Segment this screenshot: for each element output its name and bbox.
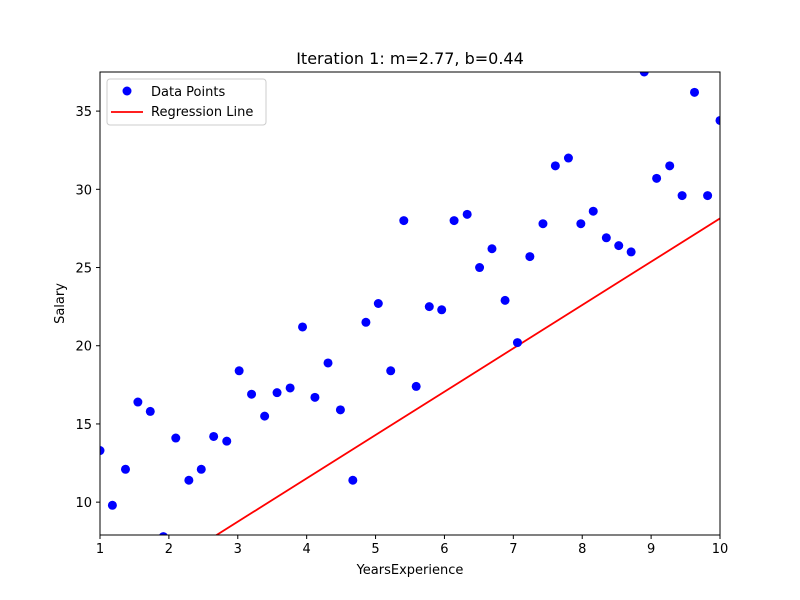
- data-point: [209, 431, 219, 441]
- x-tick-label: 10: [712, 542, 729, 557]
- data-point: [361, 317, 371, 327]
- legend-marker-data-points: [122, 86, 132, 96]
- x-tick-label: 4: [303, 542, 311, 557]
- data-point: [247, 389, 257, 399]
- data-point: [298, 322, 308, 332]
- y-tick-label: 25: [75, 262, 92, 277]
- legend: Data Points Regression Line: [106, 78, 267, 126]
- data-point: [260, 411, 270, 421]
- x-tick-label: 8: [578, 542, 586, 557]
- x-tick-label: 5: [371, 542, 379, 557]
- data-point: [335, 405, 345, 415]
- data-point: [100, 446, 105, 456]
- data-point: [323, 358, 333, 368]
- data-point: [690, 87, 700, 97]
- y-axis: 10 15 20 25 30 35: [75, 105, 100, 511]
- data-point: [386, 366, 396, 376]
- data-point: [196, 464, 206, 474]
- data-point: [348, 475, 358, 485]
- data-point: [576, 219, 586, 229]
- x-axis-label: YearsExperience: [356, 563, 464, 578]
- data-point: [703, 191, 713, 201]
- data-point: [399, 216, 409, 226]
- data-point: [475, 263, 485, 273]
- x-tick-label: 1: [96, 542, 104, 557]
- x-tick-label: 2: [165, 542, 173, 557]
- data-point: [677, 191, 687, 201]
- legend-box: [106, 78, 267, 126]
- data-point: [639, 72, 649, 77]
- y-axis-label: Salary: [53, 283, 68, 324]
- data-point: [437, 305, 447, 315]
- plot-frame: [99, 71, 721, 536]
- data-point: [285, 383, 295, 393]
- data-point: [588, 206, 598, 216]
- data-point: [107, 500, 117, 510]
- legend-label-data-points: Data Points: [151, 85, 225, 100]
- data-point: [715, 115, 720, 125]
- data-point: [538, 219, 548, 229]
- data-point: [411, 381, 421, 391]
- data-point: [184, 475, 194, 485]
- data-point: [159, 532, 168, 535]
- data-point: [145, 406, 155, 416]
- data-point: [462, 209, 472, 219]
- data-point: [424, 302, 434, 312]
- data-point: [550, 161, 560, 171]
- data-point: [563, 153, 573, 163]
- data-point: [222, 436, 232, 446]
- data-point: [120, 464, 130, 474]
- data-point: [512, 338, 522, 348]
- y-tick-label: 35: [75, 105, 92, 120]
- x-axis: 1 2 3 4 5 6 7 8 9 10: [96, 535, 728, 557]
- x-tick-label: 7: [509, 542, 517, 557]
- data-point: [133, 397, 143, 407]
- y-tick-label: 15: [75, 418, 92, 433]
- data-point: [234, 366, 244, 376]
- data-point: [487, 244, 497, 254]
- data-point: [373, 299, 383, 308]
- data-point: [500, 295, 510, 305]
- data-point: [310, 392, 320, 402]
- regression-line: [214, 217, 720, 535]
- data-point: [626, 247, 636, 257]
- chart-title: Iteration 1: m=2.77, b=0.44: [296, 49, 524, 68]
- data-point: [652, 173, 662, 183]
- y-tick-label: 20: [75, 340, 92, 355]
- y-tick-label: 10: [75, 496, 92, 511]
- legend-label-regression-line: Regression Line: [151, 105, 253, 120]
- data-point: [601, 233, 611, 243]
- data-point: [525, 252, 535, 262]
- x-tick-label: 3: [234, 542, 242, 557]
- data-point: [272, 388, 282, 398]
- data-point: [614, 241, 624, 251]
- x-tick-label: 6: [440, 542, 448, 557]
- y-tick-label: 30: [75, 183, 92, 198]
- x-tick-label: 9: [647, 542, 655, 557]
- data-point: [171, 433, 181, 443]
- data-point: [449, 216, 459, 226]
- data-point: [665, 161, 675, 171]
- plot-area: [100, 72, 720, 535]
